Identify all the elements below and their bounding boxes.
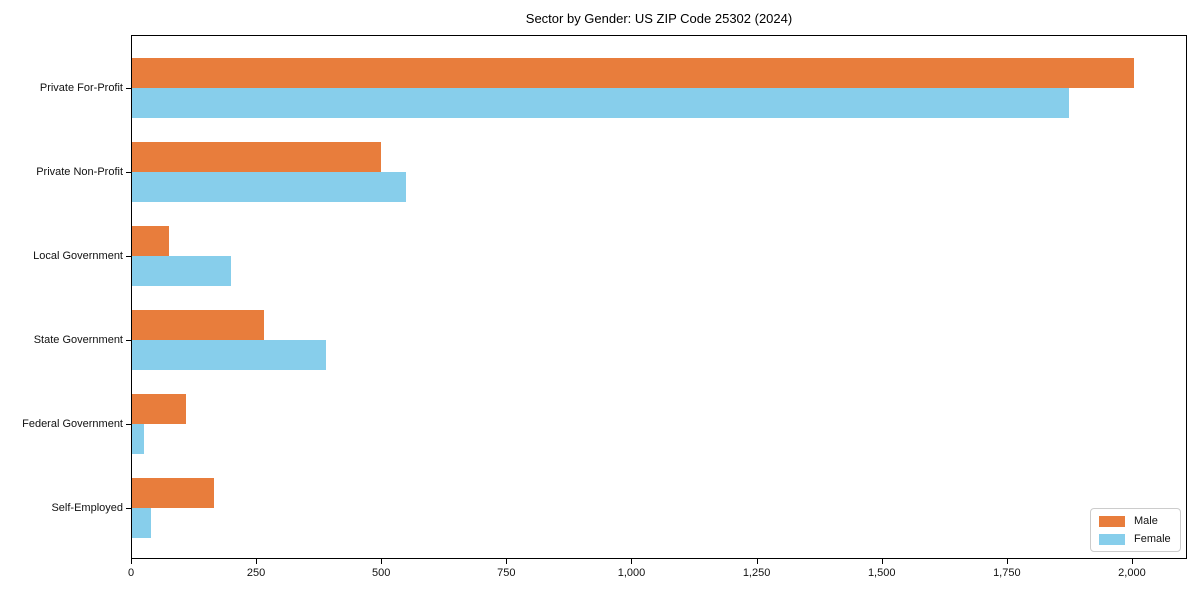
ytick-mark-0: [126, 87, 131, 89]
bar-female-2: [131, 256, 232, 286]
bar-female-1: [131, 172, 407, 202]
ytick-mark-2: [126, 255, 131, 257]
ytick-label-5: Self-Employed: [51, 502, 123, 514]
xtick-label-5: 1,250: [742, 567, 771, 579]
xtick-label-2: 500: [372, 567, 391, 579]
ytick-label-0: Private For-Profit: [39, 82, 123, 94]
xtick-mark-0: [131, 559, 132, 564]
ytick-label-2: Local Government: [33, 250, 123, 262]
bar-female-4: [131, 424, 144, 454]
plot-area: [131, 35, 1187, 559]
legend-label-male: Male: [1134, 515, 1158, 527]
ytick-mark-4: [126, 423, 131, 425]
xtick-label-8: 2,000: [1118, 567, 1146, 579]
xtick-label-3: 750: [497, 567, 516, 579]
ytick-label-1: Private Non-Profit: [36, 166, 123, 178]
bar-female-3: [131, 340, 327, 370]
legend-swatch-female: [1099, 533, 1125, 545]
xtick-mark-8: [1131, 559, 1133, 564]
xtick-mark-1: [256, 559, 258, 564]
xtick-mark-5: [756, 559, 758, 564]
chart-title: Sector by Gender: US ZIP Code 25302 (202…: [525, 11, 793, 26]
legend-label-female: Female: [1134, 533, 1171, 545]
bar-female-5: [131, 508, 152, 538]
xtick-label-7: 1,750: [993, 567, 1021, 579]
xtick-mark-7: [1006, 559, 1008, 564]
ytick-label-4: Federal Government: [22, 418, 123, 430]
legend-entry-female: Female: [1099, 533, 1172, 545]
bar-female-0: [131, 88, 1070, 118]
bar-male-5: [131, 478, 214, 508]
xtick-label-1: 250: [246, 567, 266, 579]
xtick-mark-4: [631, 559, 633, 564]
xtick-mark-2: [381, 559, 383, 564]
xtick-mark-6: [881, 559, 883, 564]
legend: Male Female: [1090, 508, 1181, 552]
xtick-mark-3: [506, 559, 508, 564]
ytick-mark-1: [126, 171, 131, 173]
xtick-label-6: 1,500: [867, 567, 896, 579]
xtick-label-4: 1,000: [617, 567, 646, 579]
xtick-label-0: 0: [127, 567, 135, 579]
bar-male-3: [131, 310, 264, 340]
ytick-mark-3: [126, 339, 131, 341]
legend-entry-male: Male: [1099, 515, 1172, 527]
bar-male-4: [131, 394, 187, 424]
bar-male-2: [131, 226, 169, 256]
ytick-mark-5: [126, 507, 131, 509]
bar-male-1: [131, 142, 382, 172]
bar-male-0: [131, 58, 1135, 88]
ytick-label-3: State Government: [33, 334, 123, 346]
legend-swatch-male: [1099, 515, 1125, 527]
